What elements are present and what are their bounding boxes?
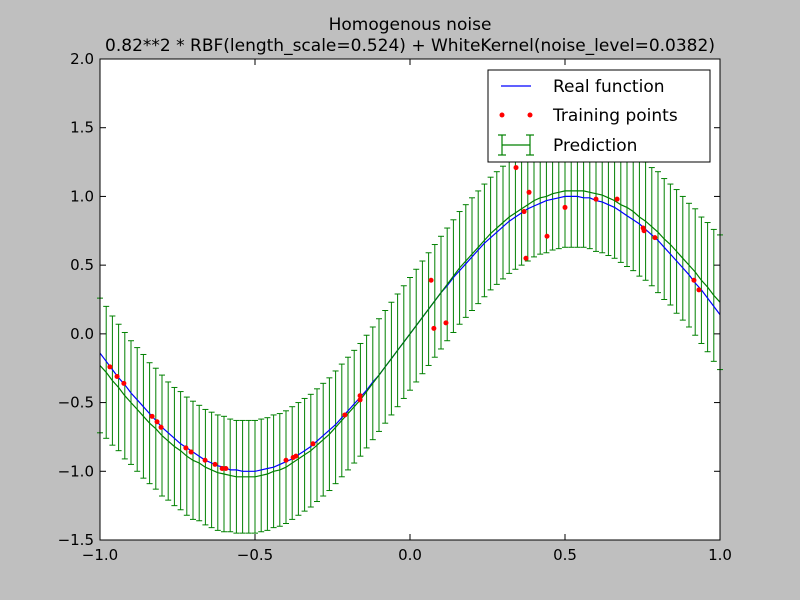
legend-box: [487, 69, 711, 163]
y-tick-label: −0.5: [58, 394, 94, 412]
chart-subtitle: 0.82**2 * RBF(length_scale=0.524) + Whit…: [105, 36, 715, 56]
training-point: [283, 457, 289, 463]
legend: Real function Training points Prediction: [487, 69, 711, 163]
training-point: [526, 189, 532, 195]
training-point: [357, 393, 363, 399]
y-tick-label: 1.5: [70, 119, 94, 137]
chart-title: Homogenous noise: [329, 15, 492, 35]
y-tick-label: 0.0: [70, 325, 94, 343]
training-point: [114, 373, 120, 379]
training-point: [696, 287, 702, 293]
training-point: [342, 412, 348, 418]
training-point: [562, 204, 568, 210]
training-point: [523, 255, 529, 261]
training-point: [223, 466, 229, 472]
training-point: [219, 466, 225, 472]
legend-real-label: Real function: [553, 77, 665, 97]
x-tick-label: 0.0: [398, 546, 422, 564]
training-point: [154, 419, 160, 425]
training-point: [691, 277, 697, 283]
training-point: [149, 413, 155, 419]
x-tick-label: 1.0: [708, 546, 732, 564]
training-point: [521, 209, 527, 215]
training-point: [513, 165, 519, 171]
legend-point-marker: [499, 112, 505, 118]
legend-point-marker: [527, 112, 533, 118]
prediction-mean-line: [99, 190, 721, 478]
legend-prediction-label: Prediction: [553, 136, 637, 156]
training-point: [428, 277, 434, 283]
training-points: [107, 165, 702, 472]
x-tick-label: −0.5: [237, 546, 273, 564]
y-tick-label: 1.0: [70, 187, 94, 205]
training-point: [202, 457, 208, 463]
training-point: [357, 397, 363, 403]
training-point: [293, 453, 299, 459]
training-point: [431, 325, 437, 331]
y-tick-label: 0.5: [70, 256, 94, 274]
training-point: [158, 424, 164, 430]
x-tick-label: −1.0: [82, 546, 118, 564]
training-point: [614, 196, 620, 202]
training-point: [443, 320, 449, 326]
y-tick-label: −1.0: [58, 462, 94, 480]
training-point: [310, 441, 316, 447]
x-tick-label: 0.5: [553, 546, 577, 564]
training-point: [188, 449, 194, 455]
training-point: [652, 235, 658, 241]
training-point: [544, 233, 550, 239]
y-tick-label: 2.0: [70, 50, 94, 68]
y-tick-label: −1.5: [58, 531, 94, 549]
training-point: [121, 380, 127, 386]
training-point: [593, 196, 599, 202]
training-point: [212, 461, 218, 467]
training-point: [107, 364, 113, 370]
legend-prediction-marker: [498, 134, 534, 156]
training-point: [183, 445, 189, 451]
training-point: [641, 228, 647, 234]
legend-points-label: Training points: [552, 106, 678, 126]
ticks: −1.0 −0.5 0.0 0.5 1.0−1.5−1.0−0.50.00.51.01.…: [58, 50, 732, 564]
